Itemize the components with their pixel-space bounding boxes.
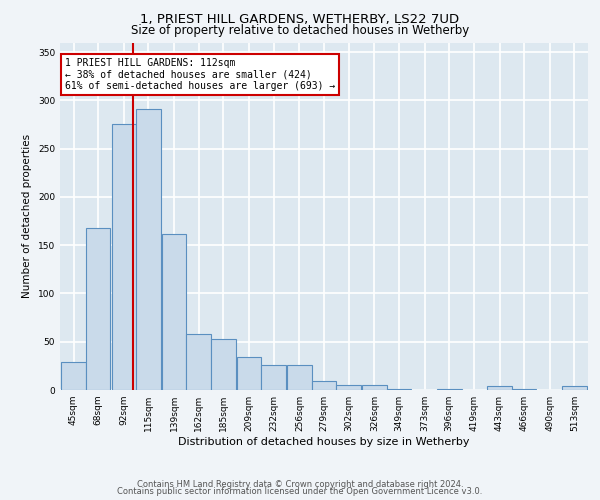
Bar — [136, 109, 161, 390]
Bar — [86, 228, 110, 390]
Text: Contains public sector information licensed under the Open Government Licence v3: Contains public sector information licen… — [118, 488, 482, 496]
Text: Size of property relative to detached houses in Wetherby: Size of property relative to detached ho… — [131, 24, 469, 37]
Bar — [337, 385, 361, 390]
Bar — [562, 386, 587, 390]
Bar — [437, 389, 461, 390]
Bar — [211, 339, 236, 390]
Text: 1 PRIEST HILL GARDENS: 112sqm
← 38% of detached houses are smaller (424)
61% of : 1 PRIEST HILL GARDENS: 112sqm ← 38% of d… — [65, 58, 335, 92]
Text: Contains HM Land Registry data © Crown copyright and database right 2024.: Contains HM Land Registry data © Crown c… — [137, 480, 463, 489]
Bar — [162, 234, 187, 390]
Bar — [112, 124, 136, 390]
Bar — [237, 357, 262, 390]
Bar — [487, 386, 512, 390]
Bar — [311, 382, 337, 390]
X-axis label: Distribution of detached houses by size in Wetherby: Distribution of detached houses by size … — [178, 437, 470, 447]
Y-axis label: Number of detached properties: Number of detached properties — [22, 134, 32, 298]
Bar — [362, 385, 386, 390]
Bar — [386, 389, 411, 390]
Bar — [262, 365, 286, 390]
Bar — [287, 365, 311, 390]
Bar — [61, 362, 86, 390]
Bar — [512, 389, 536, 390]
Text: 1, PRIEST HILL GARDENS, WETHERBY, LS22 7UD: 1, PRIEST HILL GARDENS, WETHERBY, LS22 7… — [140, 12, 460, 26]
Bar — [187, 334, 211, 390]
